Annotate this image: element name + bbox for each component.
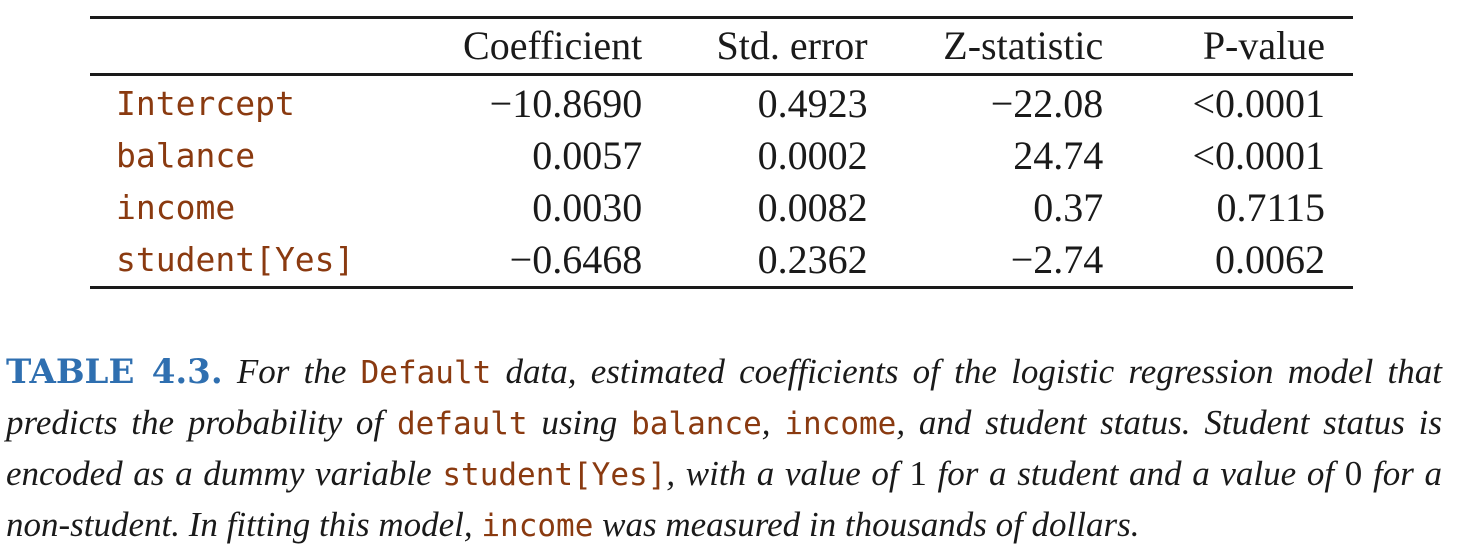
row-std-error: 0.4923 <box>757 81 868 126</box>
table-header-row: Coefficient Std. error Z-statistic P-val… <box>90 17 1353 75</box>
caption-number-one: 1 <box>909 454 927 493</box>
caption-code-student-yes: student[Yes] <box>442 457 667 493</box>
row-coefficient: 0.0030 <box>532 185 643 230</box>
row-std-error: 0.0002 <box>757 133 868 178</box>
header-std-error: Std. error <box>716 23 868 68</box>
caption-code-default: default <box>396 406 528 442</box>
table-row-student-yes: student[Yes] −0.6468 0.2362 −2.74 0.0062 <box>90 234 1353 288</box>
header-coefficient: Coefficient <box>463 23 643 68</box>
table-row-intercept: Intercept −10.8690 0.4923 −22.08 <0.0001 <box>90 75 1353 131</box>
row-coefficient: −10.8690 <box>489 81 643 126</box>
row-p-value: <0.0001 <box>1192 81 1325 126</box>
caption-text: , and student status. Student status is … <box>6 403 1443 493</box>
row-coefficient: −0.6468 <box>509 237 643 282</box>
row-p-value: <0.0001 <box>1192 133 1325 178</box>
caption-code-default-dataset: Default <box>360 355 492 391</box>
caption-text: for a non-student. In fitting this model… <box>6 454 1442 544</box>
row-p-value: 0.7115 <box>1216 185 1325 230</box>
header-variable <box>90 18 409 75</box>
caption-text: , <box>761 403 785 442</box>
row-z-statistic: −2.74 <box>1010 237 1104 282</box>
coefficients-table-container: Coefficient Std. error Z-statistic P-val… <box>90 16 1353 289</box>
row-std-error: 0.0082 <box>757 185 868 230</box>
caption-text: was measured in thousands of dollars. <box>593 505 1140 544</box>
table-caption: TABLE 4.3. For the Default data, estimat… <box>6 347 1442 551</box>
row-z-statistic: 24.74 <box>1013 133 1104 178</box>
row-std-error: 0.2362 <box>757 237 868 282</box>
table-row-balance: balance 0.0057 0.0002 24.74 <0.0001 <box>90 130 1353 182</box>
caption-code-balance: balance <box>631 406 762 442</box>
row-variable: balance <box>116 136 256 175</box>
row-variable: income <box>116 188 236 227</box>
row-p-value: 0.0062 <box>1215 237 1325 282</box>
row-variable: student[Yes] <box>116 240 355 279</box>
caption-code-income: income <box>784 406 897 442</box>
caption-code-income: income <box>481 508 594 544</box>
table-row-income: income 0.0030 0.0082 0.37 0.7115 <box>90 182 1353 234</box>
header-p-value: P-value <box>1202 23 1325 68</box>
row-coefficient: 0.0057 <box>532 133 643 178</box>
caption-text: using <box>527 403 632 442</box>
caption-text: For the <box>222 352 361 391</box>
caption-label: TABLE 4.3. <box>6 352 223 392</box>
caption-text: , with a value of <box>666 454 910 493</box>
header-z-statistic: Z-statistic <box>943 23 1104 68</box>
caption-text: for a student and a value of <box>926 454 1345 493</box>
caption-number-zero: 0 <box>1344 454 1363 493</box>
coefficients-table: Coefficient Std. error Z-statistic P-val… <box>90 16 1353 289</box>
row-z-statistic: −22.08 <box>990 81 1104 126</box>
row-z-statistic: 0.37 <box>1033 185 1104 230</box>
row-variable: Intercept <box>116 84 295 123</box>
caption-text: data, estimated coefficients of the logi… <box>6 352 1442 442</box>
